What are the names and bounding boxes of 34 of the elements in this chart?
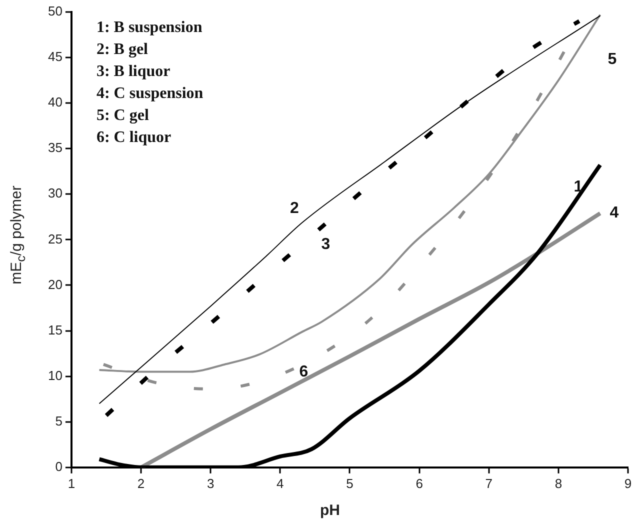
y-tick-label: 30 bbox=[48, 186, 62, 201]
y-tick-label: 45 bbox=[48, 49, 62, 64]
annotation: 3 bbox=[321, 236, 330, 253]
x-tick-label: 4 bbox=[276, 476, 284, 491]
x-tick-label: 8 bbox=[554, 476, 562, 491]
y-tick-label: 15 bbox=[48, 322, 62, 338]
annotation: 3: B liquor bbox=[96, 63, 170, 80]
annotation: 2 bbox=[290, 200, 299, 217]
annotation: 4: C suspension bbox=[96, 85, 204, 102]
x-tick-label: 2 bbox=[137, 476, 145, 491]
y-tick-label: 10 bbox=[48, 368, 62, 383]
annotation: 5: C gel bbox=[96, 107, 150, 124]
y-tick-label: 25 bbox=[48, 231, 62, 246]
x-tick-label: 6 bbox=[416, 476, 423, 491]
y-tick-label: 35 bbox=[48, 140, 62, 156]
y-tick-label: 0 bbox=[55, 458, 62, 474]
x-tick-label: 1 bbox=[68, 476, 76, 491]
annotation: 6 bbox=[299, 364, 308, 381]
x-tick-label: 5 bbox=[346, 476, 354, 491]
x-axis-title: pH bbox=[320, 502, 340, 519]
annotation: 4 bbox=[610, 204, 619, 222]
annotation: 1 bbox=[574, 178, 583, 196]
x-tick-label: 9 bbox=[624, 476, 632, 491]
annotation: 5 bbox=[608, 51, 617, 68]
line-series bbox=[139, 211, 602, 468]
y-tick-label: 50 bbox=[48, 4, 62, 19]
y-tick-label: 40 bbox=[48, 94, 62, 110]
annotation: 1: B suspension bbox=[96, 19, 202, 36]
annotation: 2: B gel bbox=[96, 41, 149, 58]
y-tick-label: 20 bbox=[48, 276, 62, 292]
x-tick-label: 7 bbox=[485, 476, 492, 491]
annotation: 6: C liquor bbox=[96, 129, 172, 146]
y-tick-label: 5 bbox=[55, 413, 62, 428]
x-tick-label: 3 bbox=[206, 476, 214, 491]
